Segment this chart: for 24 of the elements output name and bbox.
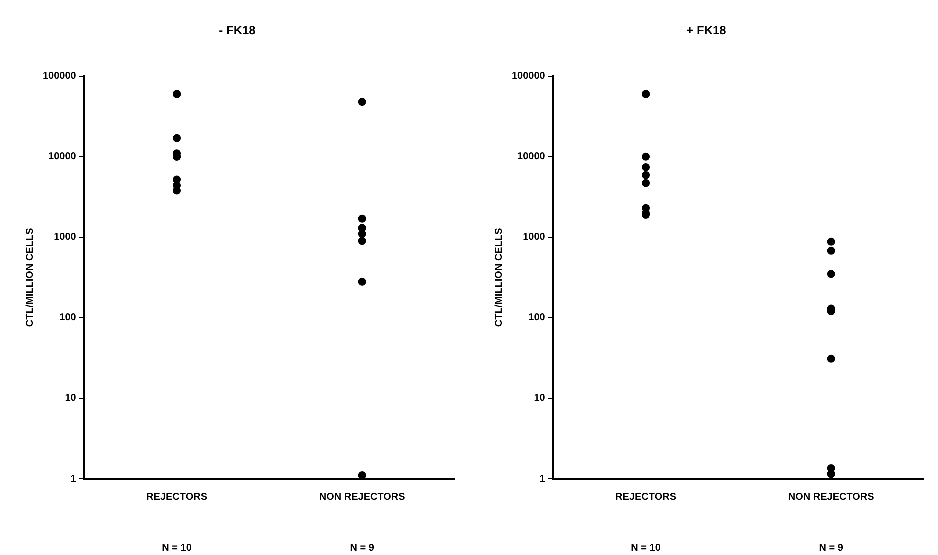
y-tick-label: 10000: [518, 152, 546, 163]
y-tick-label: 100000: [512, 71, 546, 82]
y-tick-label: 1: [70, 474, 77, 485]
x-tick-label: NON REJECTORS: [788, 492, 875, 503]
y-tick-label: 10: [65, 393, 77, 404]
x-tick-label: REJECTORS: [616, 492, 677, 503]
chart-title: - FK18: [219, 24, 256, 38]
x-tick-label: REJECTORS: [146, 492, 208, 503]
y-tick-label: 10000: [48, 152, 77, 163]
y-tick-label: 1: [540, 474, 546, 485]
chart-title: + FK18: [686, 24, 727, 38]
y-tick-label: 100000: [42, 71, 77, 82]
y-tick-label: 100: [60, 312, 77, 324]
y-axis-title: CTL/MILLION CELLS: [24, 228, 36, 328]
y-tick-label: 10: [534, 393, 546, 404]
y-axis-title: CTL/MILLION CELLS: [494, 228, 505, 328]
y-tick-label: 1000: [523, 232, 546, 244]
text: N = 10: [162, 542, 192, 554]
x-tick-label: NON REJECTORS: [319, 492, 406, 503]
y-tick-label: 100: [528, 312, 546, 324]
text: N = 9: [350, 542, 375, 554]
y-tick-label: 1000: [54, 232, 77, 244]
text: N = 9: [819, 542, 844, 554]
text: N = 10: [631, 542, 662, 554]
